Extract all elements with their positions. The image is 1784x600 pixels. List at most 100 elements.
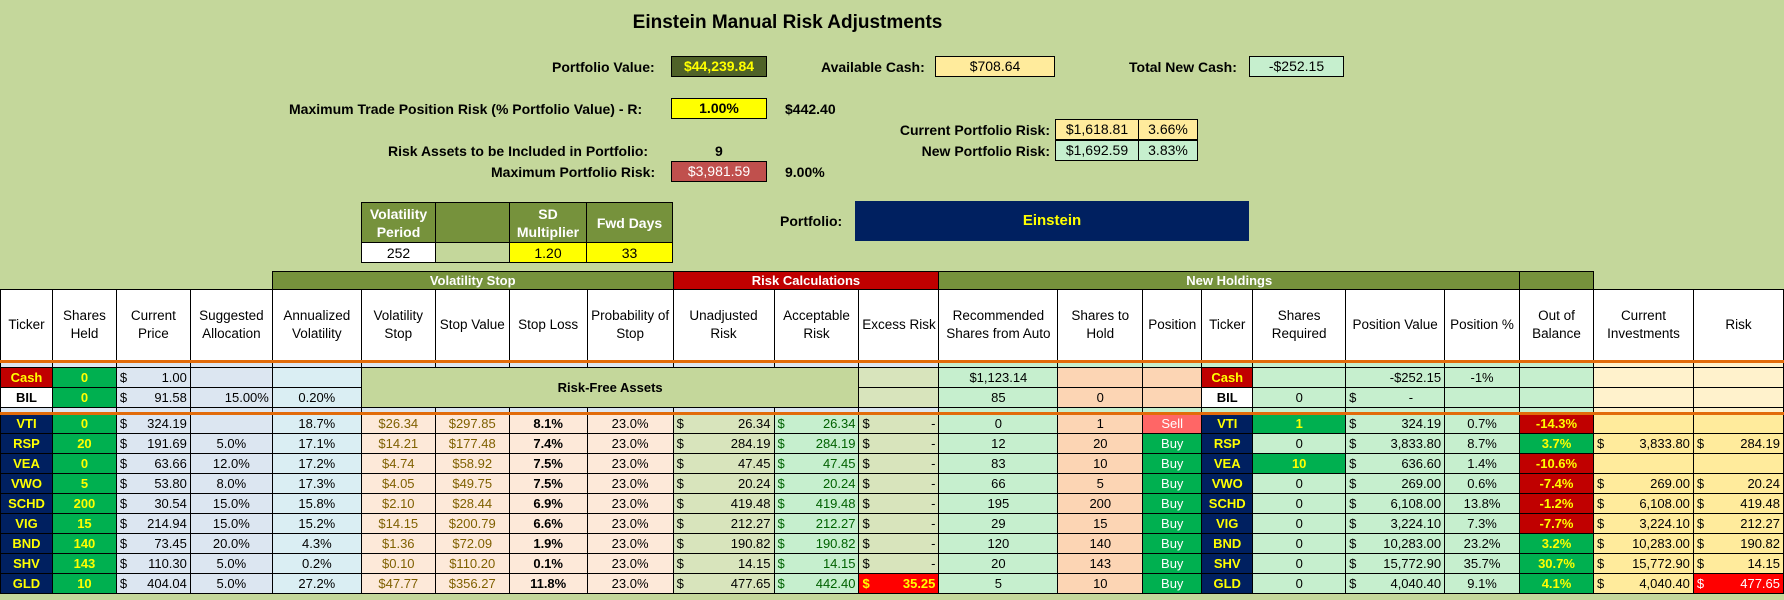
position-value-cell[interactable]: -$252.15	[1345, 367, 1446, 388]
position-cell[interactable]	[1142, 387, 1203, 408]
excess-risk-cell[interactable]: $ -	[858, 433, 940, 454]
column-header-position-value[interactable]: Position Value	[1345, 289, 1446, 362]
excess-risk-cell[interactable]: $ -	[858, 473, 940, 494]
suggested-allocation-cell[interactable]: 15.0%	[189, 513, 273, 534]
shares-to-hold-cell[interactable]: 10	[1057, 573, 1144, 594]
suggested-allocation-cell[interactable]: 20.0%	[189, 533, 273, 554]
column-header-risk[interactable]: Risk	[1692, 289, 1784, 362]
stop-loss-cell[interactable]: 7.5%	[508, 473, 588, 494]
annualized-volatility-cell[interactable]: 4.3%	[271, 533, 362, 554]
position-value-cell[interactable]: $3,224.10	[1345, 513, 1446, 534]
position-value-cell[interactable]: $10,283.00	[1345, 533, 1446, 554]
column-header-excess-risk[interactable]: Excess Risk	[858, 289, 940, 362]
shares-required-cell[interactable]: 0	[1252, 553, 1347, 574]
column-header-ticker[interactable]: Ticker	[1201, 289, 1254, 362]
recommended-shares-cell[interactable]: 66	[938, 473, 1059, 494]
stop-value-cell[interactable]: $58.92	[434, 453, 510, 474]
total-new-cash-cell[interactable]: -$252.15	[1249, 56, 1344, 77]
current-price-cell[interactable]: $30.54	[115, 493, 191, 514]
current-price-cell[interactable]: $53.80	[115, 473, 191, 494]
shares-held-cell[interactable]: 15	[51, 513, 117, 534]
column-header-suggested-allocation[interactable]: Suggested Allocation	[189, 289, 273, 362]
position-cell[interactable]: Buy	[1142, 533, 1203, 554]
ticker-cell[interactable]: RSP	[1201, 433, 1254, 454]
current-price-cell[interactable]: $110.30	[115, 553, 191, 574]
recommended-shares-cell[interactable]: 5	[938, 573, 1059, 594]
acceptable-risk-cell[interactable]: $14.15	[773, 553, 860, 574]
shares-held-cell[interactable]: 0	[51, 367, 117, 388]
current-investments-cell[interactable]	[1592, 453, 1694, 474]
ticker-cell[interactable]: SCHD	[1201, 493, 1254, 514]
stop-loss-cell[interactable]: 11.8%	[508, 573, 588, 594]
position-cell[interactable]: Buy	[1142, 453, 1203, 474]
column-header-current-price[interactable]: Current Price	[115, 289, 191, 362]
shares-to-hold-cell[interactable]: 200	[1057, 493, 1144, 514]
position-pct-cell[interactable]	[1444, 387, 1521, 408]
position-value-cell[interactable]: $6,108.00	[1345, 493, 1446, 514]
annualized-volatility-cell[interactable]: 0.20%	[271, 387, 362, 408]
stop-value-cell[interactable]: $72.09	[434, 533, 510, 554]
position-pct-cell[interactable]: 7.3%	[1444, 513, 1521, 534]
recommended-shares-cell[interactable]: 195	[938, 493, 1059, 514]
shares-to-hold-cell[interactable]: 140	[1057, 533, 1144, 554]
position-value-cell[interactable]: $3,833.80	[1345, 433, 1446, 454]
stop-loss-cell[interactable]: 7.4%	[508, 433, 588, 454]
current-price-cell[interactable]: $1.00	[115, 367, 191, 388]
suggested-allocation-cell[interactable]	[189, 367, 273, 388]
stop-value-cell[interactable]: $297.85	[434, 413, 510, 434]
max-portfolio-risk-value-cell[interactable]: $3,981.59	[671, 161, 767, 182]
ticker-cell[interactable]: Cash	[1201, 367, 1254, 388]
position-pct-cell[interactable]: 35.7%	[1444, 553, 1521, 574]
column-header-probability-of-stop[interactable]: Probability of Stop	[586, 289, 674, 362]
annualized-volatility-cell[interactable]	[271, 367, 362, 388]
new-risk-pct-cell[interactable]: 3.83%	[1138, 140, 1198, 161]
current-investments-cell[interactable]	[1592, 413, 1694, 434]
volatility-stop-cell[interactable]: $1.36	[360, 533, 436, 554]
current-price-cell[interactable]: $404.04	[115, 573, 191, 594]
current-price-cell[interactable]: $214.94	[115, 513, 191, 534]
risk-cell[interactable]: $284.19	[1692, 433, 1784, 454]
recommended-shares-cell[interactable]: 120	[938, 533, 1059, 554]
column-header-stop-value[interactable]: Stop Value	[434, 289, 510, 362]
acceptable-risk-cell[interactable]: $26.34	[773, 413, 860, 434]
suggested-allocation-cell[interactable]: 5.0%	[189, 433, 273, 454]
shares-held-cell[interactable]: 140	[51, 533, 117, 554]
portfolio-value-cell[interactable]: $44,239.84	[671, 56, 767, 77]
stop-loss-cell[interactable]: 1.9%	[508, 533, 588, 554]
shares-held-cell[interactable]: 5	[51, 473, 117, 494]
shares-to-hold-cell[interactable]: 10	[1057, 453, 1144, 474]
current-investments-cell[interactable]: $10,283.00	[1592, 533, 1694, 554]
excess-risk-cell[interactable]	[858, 387, 940, 408]
shares-held-cell[interactable]: 200	[51, 493, 117, 514]
column-header-annualized-volatility[interactable]: Annualized Volatility	[271, 289, 362, 362]
position-pct-cell[interactable]: 13.8%	[1444, 493, 1521, 514]
shares-to-hold-cell[interactable]: 143	[1057, 553, 1144, 574]
ticker-cell[interactable]: VIG	[0, 513, 53, 534]
annualized-volatility-cell[interactable]: 18.7%	[271, 413, 362, 434]
volatility-stop-cell[interactable]: $0.10	[360, 553, 436, 574]
suggested-allocation-cell[interactable]: 12.0%	[189, 453, 273, 474]
current-price-cell[interactable]: $73.45	[115, 533, 191, 554]
excess-risk-cell[interactable]: $ -	[858, 453, 940, 474]
ticker-cell[interactable]: VEA	[0, 453, 53, 474]
unadjusted-risk-cell[interactable]: $20.24	[672, 473, 775, 494]
suggested-allocation-cell[interactable]: 15.0%	[189, 493, 273, 514]
suggested-allocation-cell[interactable]: 5.0%	[189, 573, 273, 594]
current-investments-cell[interactable]: $3,224.10	[1592, 513, 1694, 534]
risk-cell[interactable]: $190.82	[1692, 533, 1784, 554]
recommended-shares-cell[interactable]: 29	[938, 513, 1059, 534]
ticker-cell[interactable]: BND	[1201, 533, 1254, 554]
position-pct-cell[interactable]: 0.6%	[1444, 473, 1521, 494]
unadjusted-risk-cell[interactable]: $477.65	[672, 573, 775, 594]
annualized-volatility-cell[interactable]: 17.2%	[271, 453, 362, 474]
recommended-shares-cell[interactable]: 0	[938, 413, 1059, 434]
current-investments-cell[interactable]: $269.00	[1592, 473, 1694, 494]
excess-risk-cell[interactable]: $ -	[858, 413, 940, 434]
ticker-cell[interactable]: BIL	[1201, 387, 1254, 408]
portfolio-name-cell[interactable]: Einstein	[855, 201, 1249, 241]
position-pct-cell[interactable]: -1%	[1444, 367, 1521, 388]
out-of-balance-cell[interactable]: 4.1%	[1519, 573, 1594, 594]
position-value-cell[interactable]: $324.19	[1345, 413, 1446, 434]
out-of-balance-cell[interactable]: -7.4%	[1519, 473, 1594, 494]
ticker-cell[interactable]: GLD	[0, 573, 53, 594]
